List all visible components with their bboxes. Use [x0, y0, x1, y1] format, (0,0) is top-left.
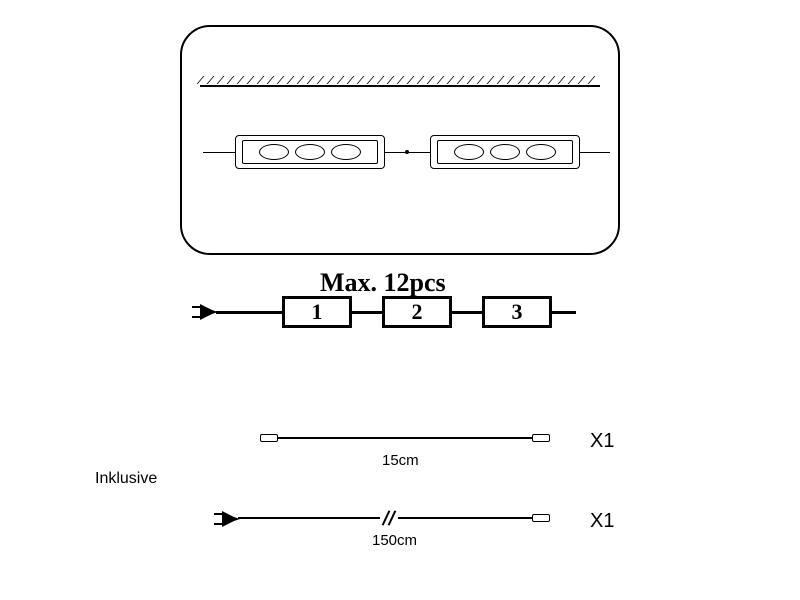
chain-wire	[552, 311, 576, 314]
cable-break-icon	[382, 510, 396, 524]
power-plug-icon	[212, 510, 240, 528]
power-plug-icon	[190, 302, 218, 322]
light-fixture	[235, 135, 385, 169]
wire-connector	[405, 150, 409, 154]
light-fixture	[430, 135, 580, 169]
hatch-marks	[200, 76, 600, 84]
unit-box-1: 1	[282, 296, 352, 328]
chain-wire	[452, 311, 482, 314]
mounting-surface-line	[200, 85, 600, 87]
max-chain-label: Max. 12pcs	[320, 268, 446, 298]
fixture-wire	[203, 152, 235, 153]
cable-connector	[532, 514, 550, 522]
cable-connector	[260, 434, 278, 442]
quantity-label: X1	[590, 510, 614, 533]
cable-wire	[238, 517, 380, 519]
cable-length-label: 15cm	[382, 452, 419, 469]
cable-length-label: 150cm	[372, 532, 417, 549]
unit-box-2: 2	[382, 296, 452, 328]
unit-box-3: 3	[482, 296, 552, 328]
chain-wire	[352, 311, 382, 314]
cable-connector	[532, 434, 550, 442]
quantity-label: X1	[590, 430, 614, 453]
cable-wire	[398, 517, 532, 519]
fixture-wire	[580, 152, 610, 153]
inklusive-label: Inklusive	[95, 470, 157, 488]
cable-wire	[278, 437, 532, 439]
chain-wire	[216, 311, 282, 314]
